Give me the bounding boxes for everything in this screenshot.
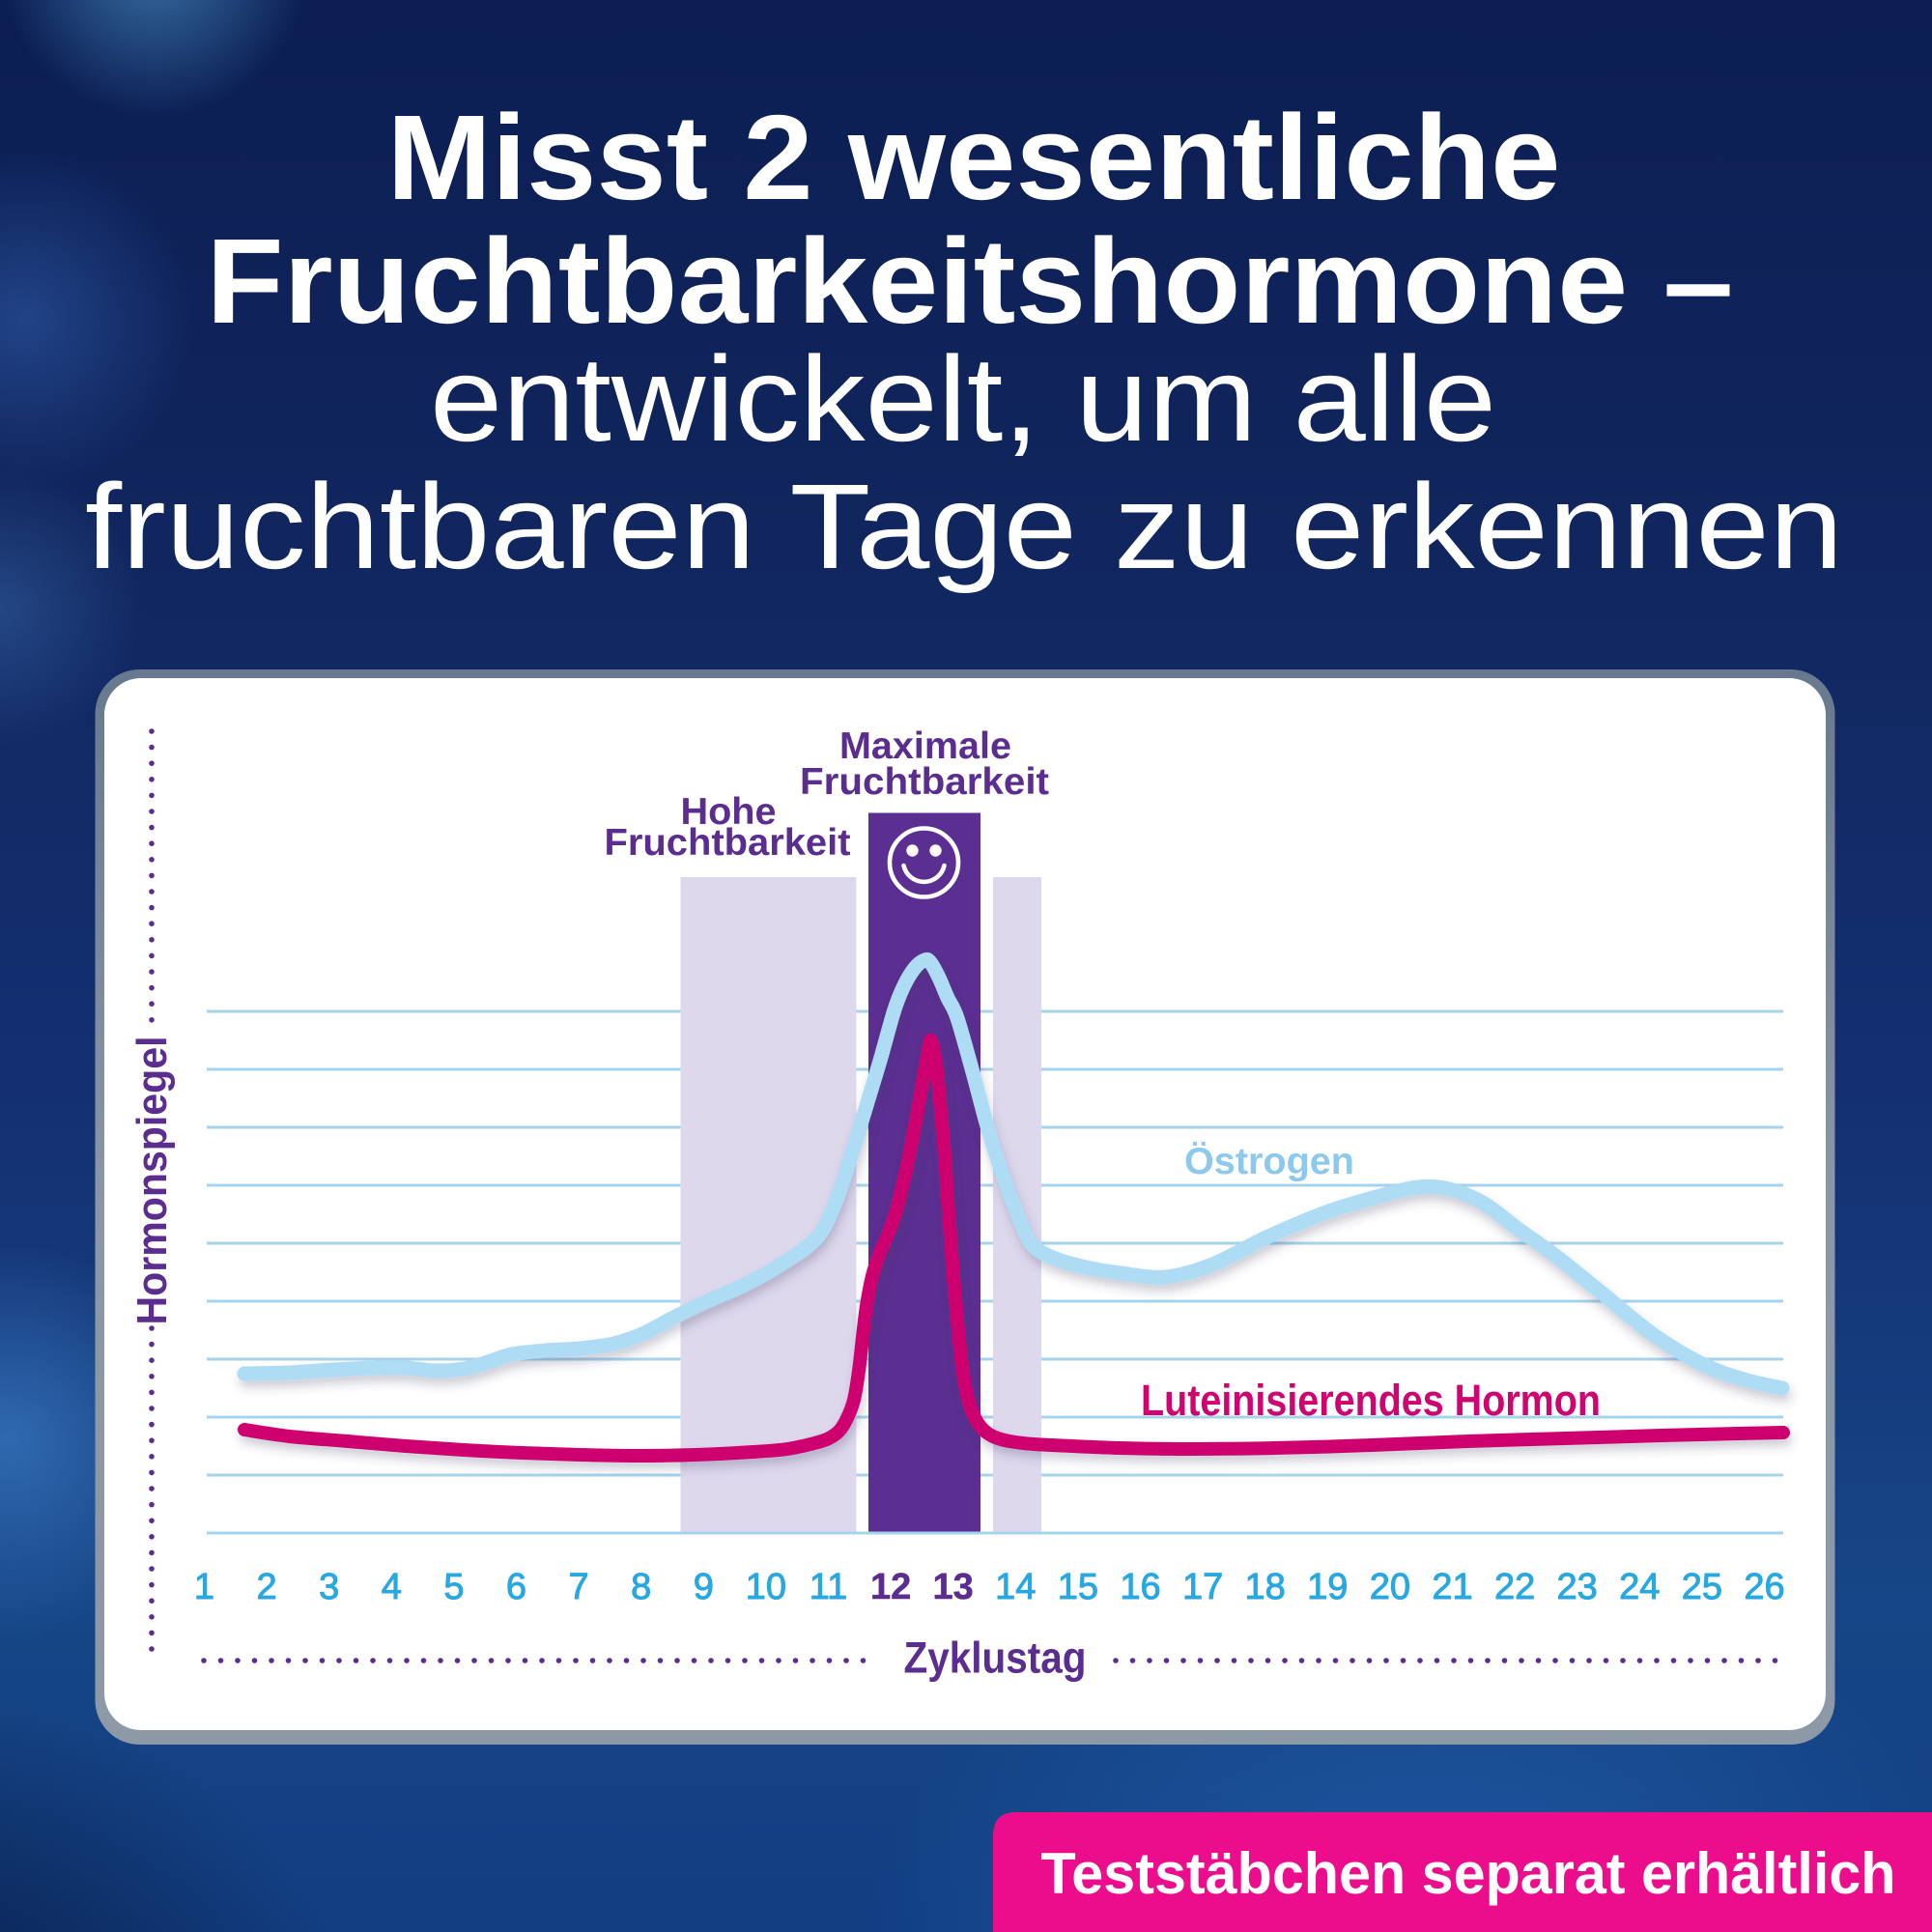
svg-text:5: 5 [443,1567,464,1607]
svg-text:Fruchtbarkeit: Fruchtbarkeit [800,761,1049,803]
svg-text:3: 3 [319,1567,339,1607]
svg-text:6: 6 [506,1567,526,1607]
svg-text:16: 16 [1120,1567,1160,1607]
svg-text:4: 4 [382,1567,402,1607]
svg-text:1: 1 [194,1567,214,1607]
svg-text:9: 9 [694,1567,714,1607]
svg-text:7: 7 [569,1567,589,1607]
svg-text:Fruchtbarkeitshormone –: Fruchtbarkeitshormone – [207,214,1734,349]
svg-text:Hohe: Hohe [681,791,777,833]
svg-text:Teststäbchen separat erhältlic: Teststäbchen separat erhältlich [1041,1841,1896,1906]
svg-text:10: 10 [746,1567,786,1607]
svg-text:22: 22 [1494,1567,1535,1607]
svg-text:8: 8 [631,1567,651,1607]
svg-text:26: 26 [1744,1567,1784,1607]
svg-text:2: 2 [257,1567,277,1607]
svg-text:entwickelt, um alle: entwickelt, um alle [430,332,1496,467]
svg-text:11: 11 [810,1567,847,1607]
svg-text:Hormonspiegel: Hormonspiegel [128,1037,176,1325]
svg-text:15: 15 [1058,1567,1098,1607]
svg-text:23: 23 [1557,1567,1598,1607]
svg-text:fruchtbaren Tage zu erkennen: fruchtbaren Tage zu erkennen [85,460,1843,594]
svg-text:Fruchtbarkeit: Fruchtbarkeit [605,822,851,864]
svg-text:13: 13 [933,1567,974,1607]
svg-text:20: 20 [1370,1567,1410,1607]
svg-text:Zyklustag: Zyklustag [904,1634,1087,1683]
svg-text:Östrogen: Östrogen [1184,1141,1354,1182]
svg-text:18: 18 [1245,1567,1286,1607]
svg-text:19: 19 [1307,1567,1348,1607]
svg-text:14: 14 [995,1567,1036,1607]
svg-text:12: 12 [870,1567,911,1607]
svg-text:21: 21 [1432,1567,1472,1607]
svg-text:24: 24 [1619,1567,1660,1607]
svg-text:Misst 2 wesentliche: Misst 2 wesentliche [387,91,1561,225]
svg-text:17: 17 [1182,1567,1223,1607]
svg-text:Luteinisierendes Hormon: Luteinisierendes Hormon [1141,1376,1601,1425]
svg-text:Maximale: Maximale [839,725,1011,767]
svg-text:25: 25 [1682,1567,1722,1607]
